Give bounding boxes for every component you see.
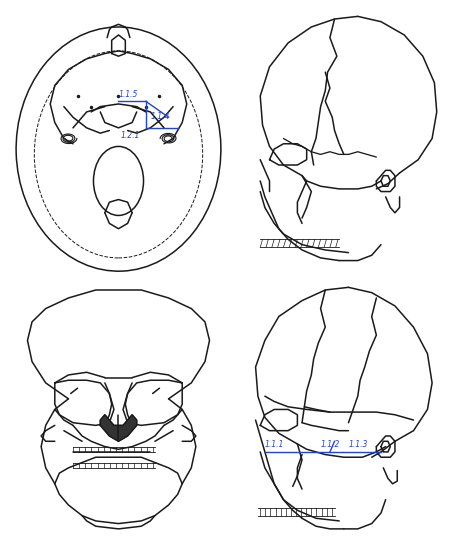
Polygon shape bbox=[100, 415, 137, 441]
Text: 1.1.5: 1.1.5 bbox=[118, 90, 138, 98]
Text: 1.1.4: 1.1.4 bbox=[150, 112, 170, 121]
Text: 1.1.3: 1.1.3 bbox=[348, 440, 368, 449]
Text: 1.1.2: 1.1.2 bbox=[320, 440, 340, 449]
Text: 1.2.1: 1.2.1 bbox=[121, 131, 140, 139]
Text: 1.1.1: 1.1.1 bbox=[265, 440, 284, 449]
